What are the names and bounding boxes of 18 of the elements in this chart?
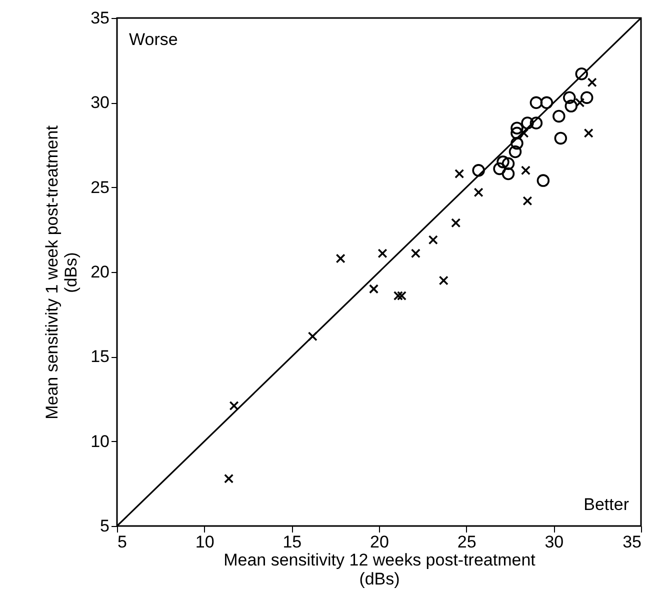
y-axis-title: Mean sensitivity 1 week post-treatment (dBs): [42, 125, 81, 420]
y-tick-label: 25: [90, 178, 110, 197]
annotation: Worse: [129, 30, 178, 49]
y-tick-label: 10: [90, 432, 110, 451]
x-tick-label: 10: [195, 532, 214, 552]
x-tick-label: 15: [282, 532, 302, 552]
annotation: Better: [584, 495, 630, 514]
y-tick-label: 5: [100, 516, 110, 536]
y-tick-label: 15: [90, 347, 110, 366]
x-tick-label: 25: [457, 532, 476, 552]
y-tick-label: 30: [90, 93, 110, 112]
y-tick-label: 35: [90, 8, 110, 28]
x-axis-title: Mean sensitivity 12 weeks post-treatment (dBs): [224, 550, 536, 588]
x-tick-label: 30: [544, 532, 564, 552]
y-tick-label: 20: [90, 262, 110, 282]
x-tick-label: 35: [622, 532, 642, 552]
x-tick-label: 5: [118, 532, 127, 552]
x-tick-label: 20: [370, 532, 389, 552]
